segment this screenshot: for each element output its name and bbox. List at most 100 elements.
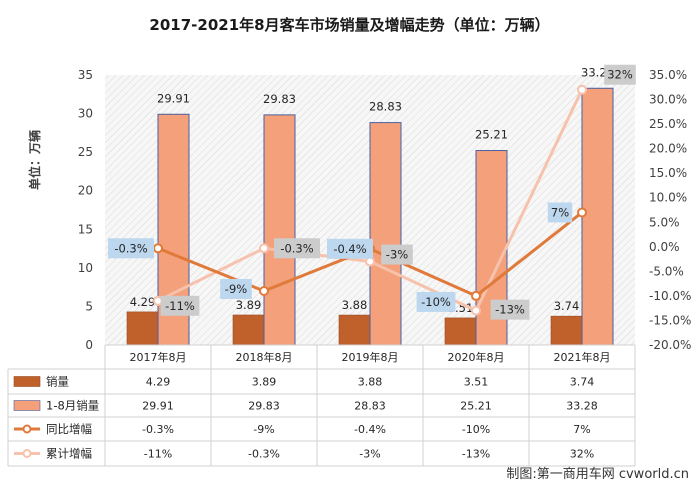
x-category-label: 2020年8月 [448, 350, 505, 364]
table-row-name: 同比增幅 [46, 422, 92, 436]
bar-sales-label: 4.29 [130, 295, 156, 309]
chart-title: 2017-2021年8月客车市场销量及增幅走势（单位：万辆） [149, 16, 550, 34]
yoy-label-box [108, 238, 154, 259]
table-row-name: 1-8月销量 [46, 399, 99, 413]
table-cell: 28.83 [354, 400, 386, 413]
credit-text: 制图:第一商用车网 cvworld.cn [506, 467, 689, 482]
cumulative-label-box [274, 238, 320, 259]
table-cell: -0.3% [142, 423, 174, 436]
marker-yoy-growth [153, 243, 163, 254]
cumulative-label-box [381, 244, 413, 265]
x-category-label: 2017年8月 [130, 350, 187, 364]
bar-cumulative-label: 25.21 [475, 128, 508, 142]
y-tick-label: 20 [78, 184, 93, 198]
yoy-label-box [327, 238, 373, 259]
marker-yoy-growth [259, 286, 269, 296]
table-cell: 29.83 [248, 400, 280, 413]
y-tick-label: 35 [78, 68, 93, 82]
marker-cumulative-growth [577, 84, 587, 95]
table-cell: 3.89 [252, 376, 277, 389]
bar-sales-label: 3.89 [236, 298, 262, 312]
marker-cumulative-growth [259, 243, 269, 254]
table-cell: 25.21 [460, 400, 492, 413]
yoy-label: -10% [421, 295, 451, 309]
x-category-label: 2019年8月 [342, 350, 399, 364]
legend-swatch [13, 376, 41, 387]
bar-cumulative-label: 28.83 [369, 100, 402, 114]
bar-sales [338, 314, 371, 346]
y2-tick-label: 20.0% [649, 142, 687, 156]
y2-tick-label: -15.0% [649, 313, 691, 327]
table-row-name: 销量 [46, 375, 69, 389]
yoy-label-box [416, 291, 456, 312]
bar-cumulative-label: 29.91 [157, 91, 190, 105]
y2-tick-label: 35.0% [649, 68, 687, 82]
yoy-label-box [547, 202, 573, 223]
table-cell: 7% [573, 423, 590, 436]
table-cell: -11% [144, 448, 172, 461]
y-tick-label: 0 [85, 338, 93, 352]
cumulative-label-box [604, 64, 636, 85]
table-cell: 3.88 [358, 376, 383, 389]
bar-sales [550, 315, 583, 346]
y2-tick-label: -5.0% [649, 264, 684, 278]
yoy-label-box [220, 279, 252, 299]
table-cell: 33.28 [566, 400, 598, 413]
bar-cumulative-label: 29.83 [263, 92, 296, 106]
legend-marker [22, 424, 32, 434]
bar-sales-label: 3.74 [554, 299, 580, 313]
table-cell: -3% [359, 448, 380, 461]
bar-sales-label: 3.88 [342, 298, 368, 312]
cumulative-label: -0.3% [280, 241, 313, 255]
table-cell: -13% [462, 448, 490, 461]
bar-cumulative-sales [263, 114, 296, 346]
yoy-label: -0.3% [114, 241, 147, 255]
y2-tick-label: 25.0% [649, 117, 687, 131]
y2-tick-label: 30.0% [649, 93, 687, 107]
cumulative-label: -11% [165, 299, 195, 313]
y2-tick-label: 15.0% [649, 166, 687, 180]
yoy-label: -9% [225, 282, 247, 296]
table-cell: 3.74 [570, 376, 595, 389]
cumulative-label-box [160, 295, 200, 316]
table-cell: -0.4% [354, 423, 386, 436]
table-cell: -0.3% [248, 448, 280, 461]
yoy-label: -0.4% [333, 242, 366, 256]
y-tick-label: 30 [78, 107, 93, 121]
cumulative-label: -13% [495, 303, 525, 317]
legend-marker [22, 449, 32, 458]
y-tick-label: 25 [78, 145, 93, 159]
y2-tick-label: 10.0% [649, 191, 687, 205]
bar-sales [126, 311, 159, 346]
x-category-label: 2018年8月 [236, 350, 293, 364]
bar-cumulative-sales [581, 87, 614, 346]
y-tick-label: 15 [78, 222, 93, 236]
table-cell: -10% [462, 423, 490, 436]
yoy-label: 7% [551, 205, 569, 219]
legend-swatch [13, 400, 41, 411]
marker-cumulative-growth [471, 305, 481, 316]
table-cell: 32% [570, 448, 594, 461]
table-cell: 4.29 [146, 376, 171, 389]
cumulative-label: 32% [607, 68, 633, 82]
marker-yoy-growth [471, 290, 481, 301]
bar-sales [444, 317, 477, 346]
table-cell: 3.51 [464, 376, 489, 389]
table-cell: -9% [253, 423, 274, 436]
y2-tick-label: -20.0% [649, 338, 691, 352]
bar-cumulative-sales [369, 122, 402, 346]
y-tick-label: 5 [85, 299, 93, 313]
table-cell: 29.91 [142, 400, 174, 413]
x-category-label: 2021年8月 [554, 350, 611, 364]
y2-tick-label: 5.0% [649, 215, 680, 229]
y2-tick-label: 0.0% [649, 240, 680, 254]
y-tick-label: 10 [78, 261, 93, 275]
bar-sales [232, 314, 265, 346]
table-row-name: 累计增幅 [46, 447, 92, 461]
marker-yoy-growth [577, 207, 587, 218]
cumulative-label-box [490, 299, 530, 320]
cumulative-label: -3% [386, 248, 408, 262]
y2-tick-label: -10.0% [649, 289, 691, 303]
